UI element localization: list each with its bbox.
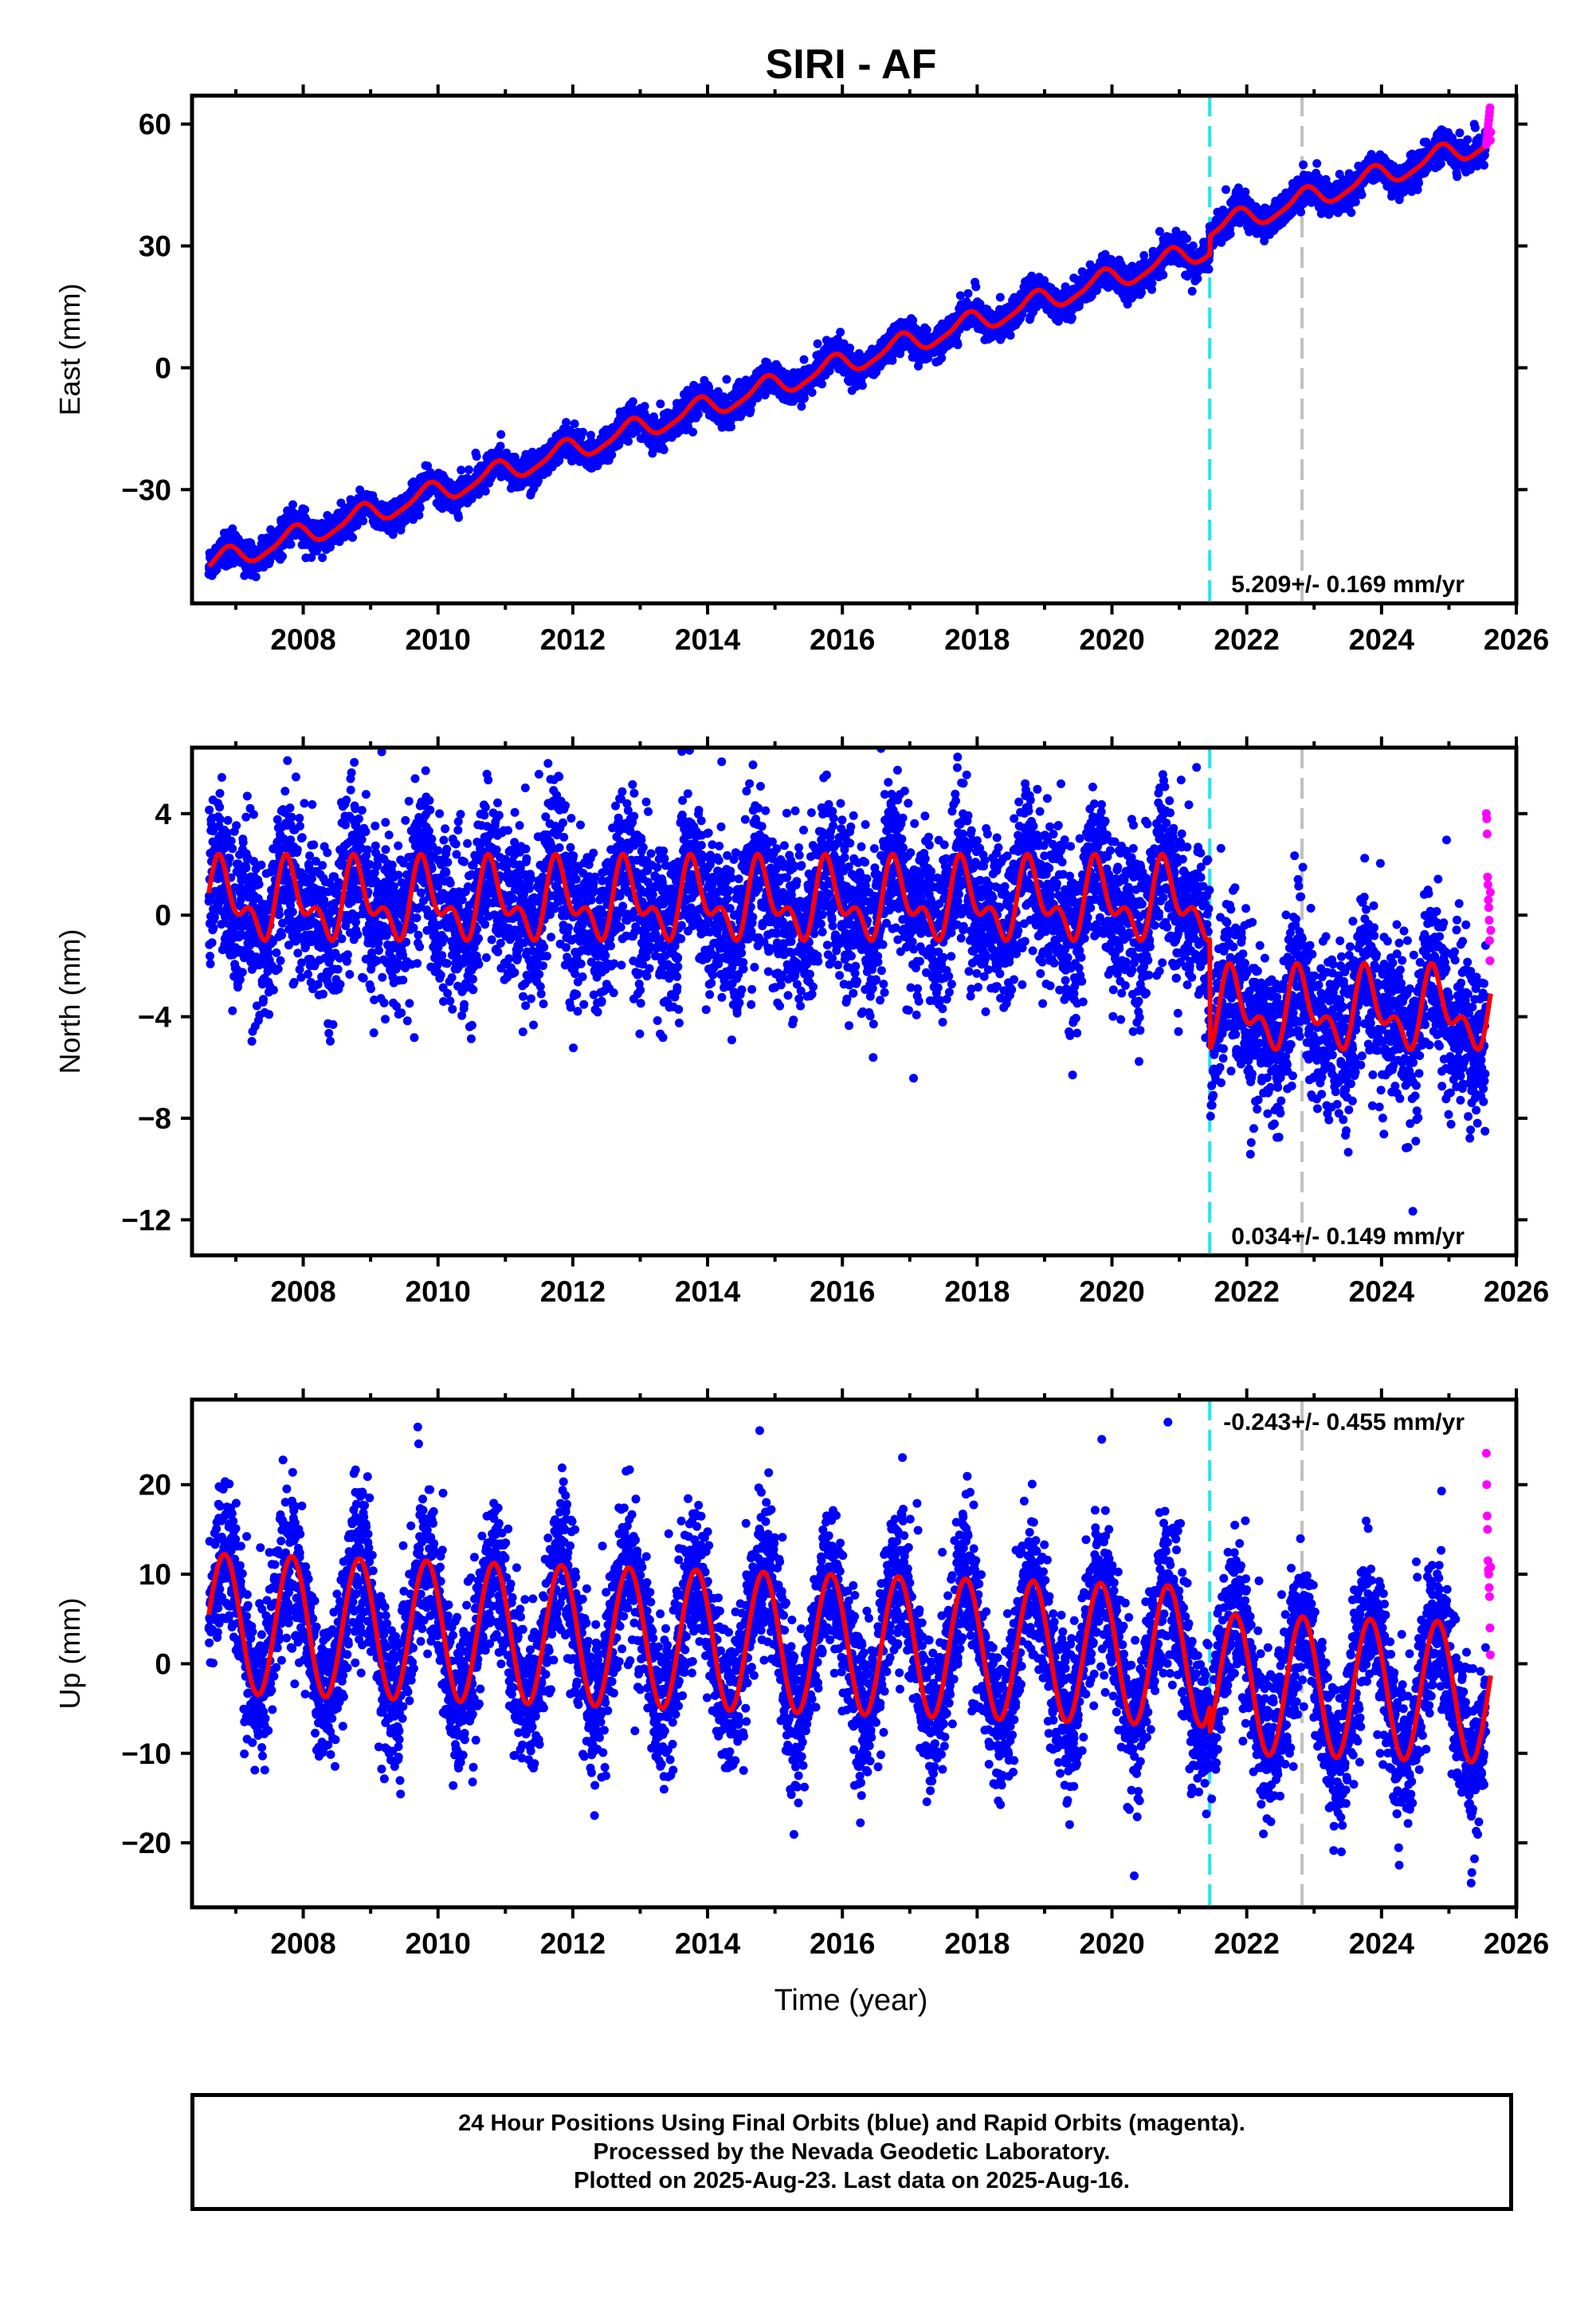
east-final-orbit-point bbox=[937, 353, 947, 363]
east-final-orbit-point bbox=[1182, 234, 1191, 243]
east-final-orbit-point bbox=[607, 450, 617, 460]
east-final-orbit-point bbox=[359, 516, 368, 526]
east-final-orbit-point bbox=[1155, 226, 1164, 236]
east-final-orbit-point bbox=[953, 340, 963, 350]
east-final-orbit-point bbox=[496, 442, 505, 451]
east-final-orbit-point bbox=[457, 465, 466, 475]
east-final-orbit-point bbox=[753, 393, 763, 403]
east-final-orbit-point bbox=[818, 379, 827, 389]
east-final-orbit-point bbox=[415, 503, 425, 512]
east-final-orbit-point bbox=[727, 422, 735, 432]
east-final-orbit-point bbox=[799, 355, 809, 364]
east-final-orbit-point bbox=[578, 427, 587, 437]
east-final-orbit-point bbox=[693, 410, 703, 419]
east-final-orbit-point bbox=[300, 505, 310, 514]
east-final-orbit-point bbox=[713, 387, 723, 396]
east-final-orbit-point bbox=[628, 397, 637, 406]
east-final-orbit-point bbox=[624, 437, 633, 446]
east-final-orbit-point bbox=[857, 381, 867, 391]
east-final-orbit-point bbox=[348, 532, 357, 542]
east-final-orbit-point bbox=[1159, 270, 1168, 280]
east-final-orbit-point bbox=[1067, 313, 1076, 323]
east-final-orbit-point bbox=[1006, 331, 1015, 340]
east-final-orbit-point bbox=[370, 496, 379, 505]
east-plot-area bbox=[204, 96, 1496, 603]
east-final-orbit-point bbox=[813, 339, 822, 348]
east-final-orbit-point bbox=[908, 316, 918, 325]
east-final-orbit-point bbox=[318, 553, 327, 563]
east-final-orbit-point bbox=[472, 452, 481, 461]
east-final-orbit-point bbox=[570, 419, 579, 429]
east-final-orbit-point bbox=[656, 399, 665, 409]
east-final-orbit-point bbox=[836, 328, 845, 337]
east-final-orbit-point bbox=[586, 430, 595, 440]
east-final-orbit-point bbox=[1147, 279, 1157, 288]
east-final-orbit-point bbox=[307, 553, 316, 562]
east-final-orbit-point bbox=[414, 510, 424, 520]
east-final-orbit-point bbox=[496, 430, 506, 439]
east-final-orbit-point bbox=[995, 293, 1005, 302]
east-final-orbit-point bbox=[467, 494, 476, 504]
east-final-orbit-point bbox=[659, 445, 669, 454]
east-final-orbit-point bbox=[534, 476, 543, 485]
east-final-orbit-point bbox=[286, 540, 296, 549]
east-final-orbit-point bbox=[807, 387, 817, 397]
east-final-orbit-point bbox=[510, 453, 520, 461]
east-final-orbit-point bbox=[527, 447, 537, 457]
east-final-orbit-point bbox=[955, 291, 965, 300]
east-final-orbit-point bbox=[240, 571, 249, 580]
east-final-orbit-point bbox=[722, 375, 731, 384]
east-final-orbit-point bbox=[278, 552, 287, 561]
east-final-orbit-point bbox=[688, 427, 697, 437]
chart-title: SIRI - AF bbox=[766, 41, 937, 88]
east-final-orbit-point bbox=[288, 500, 297, 509]
east-final-orbit-point bbox=[640, 402, 649, 411]
east-final-orbit-point bbox=[454, 512, 463, 522]
east-final-orbit-point bbox=[1139, 251, 1149, 260]
east-final-orbit-point bbox=[251, 572, 261, 582]
east-final-orbit-point bbox=[464, 465, 473, 474]
east-final-orbit-point bbox=[971, 282, 981, 292]
east-final-orbit-point bbox=[480, 486, 490, 496]
east-final-orbit-point bbox=[562, 418, 571, 427]
east-final-orbit-point bbox=[963, 289, 973, 298]
